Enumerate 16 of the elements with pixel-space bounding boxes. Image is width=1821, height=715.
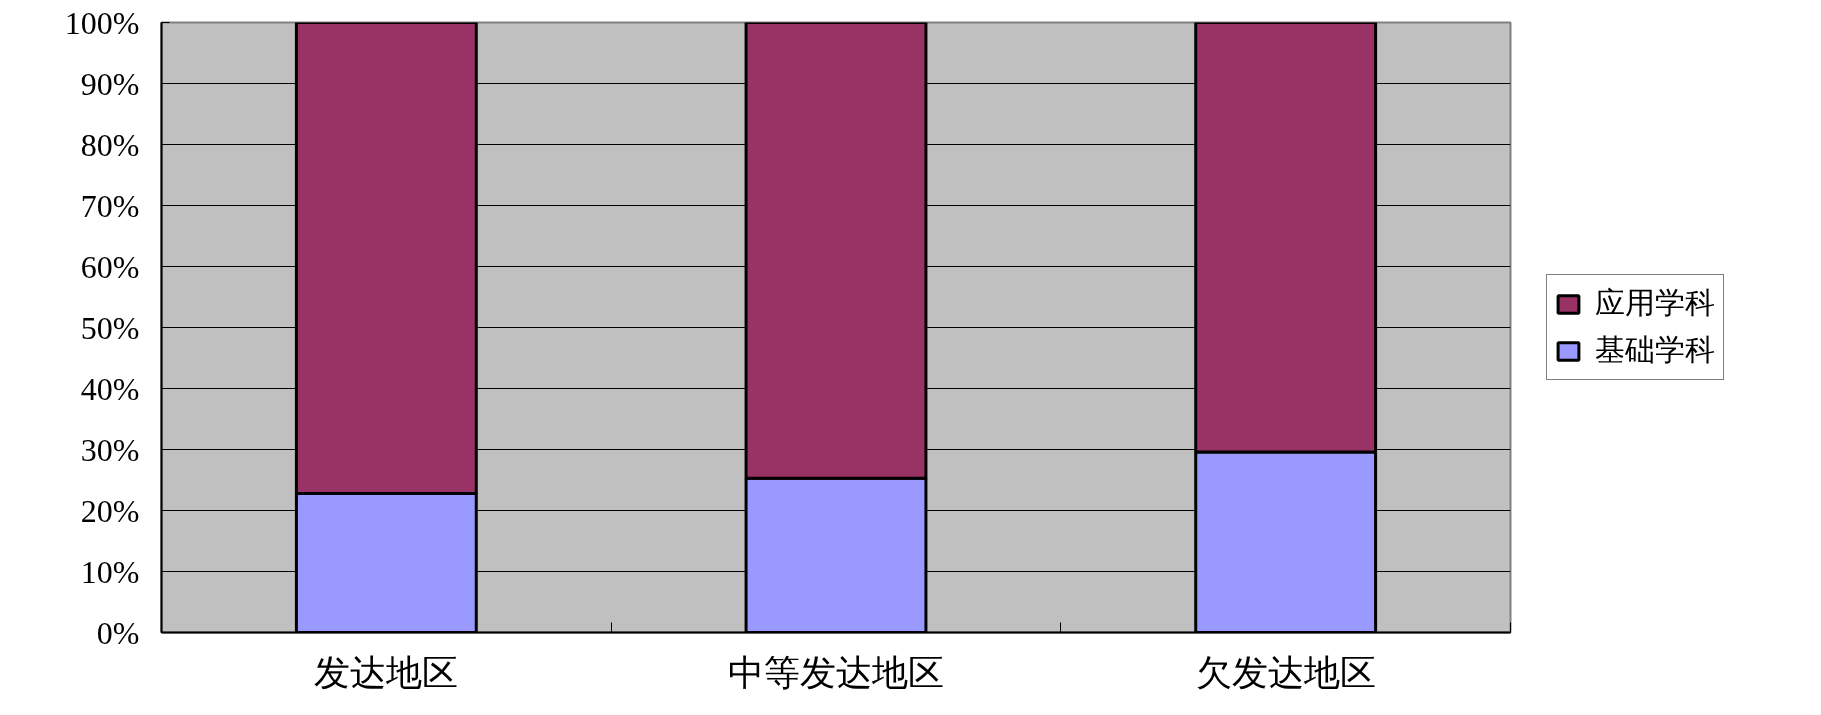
legend-label: 基础学科 bbox=[1595, 332, 1715, 368]
x-tick-label: 欠发达地区 bbox=[1195, 652, 1376, 693]
y-tick-label: 50% bbox=[80, 309, 140, 346]
y-tick-label: 40% bbox=[80, 370, 140, 407]
y-tick-label: 0% bbox=[96, 614, 140, 651]
y-tick-label: 70% bbox=[80, 187, 140, 224]
y-tick-label: 90% bbox=[80, 65, 140, 102]
y-tick-label: 20% bbox=[80, 492, 140, 529]
y-tick-label: 80% bbox=[80, 126, 140, 163]
y-tick-label: 60% bbox=[80, 248, 140, 285]
x-tick-label: 发达地区 bbox=[314, 652, 459, 693]
legend-label: 应用学科 bbox=[1595, 285, 1715, 321]
x-tick-label: 中等发达地区 bbox=[728, 652, 944, 693]
y-tick-label: 100% bbox=[64, 4, 140, 41]
y-tick-label: 30% bbox=[80, 431, 140, 468]
y-tick-label: 10% bbox=[80, 553, 140, 590]
